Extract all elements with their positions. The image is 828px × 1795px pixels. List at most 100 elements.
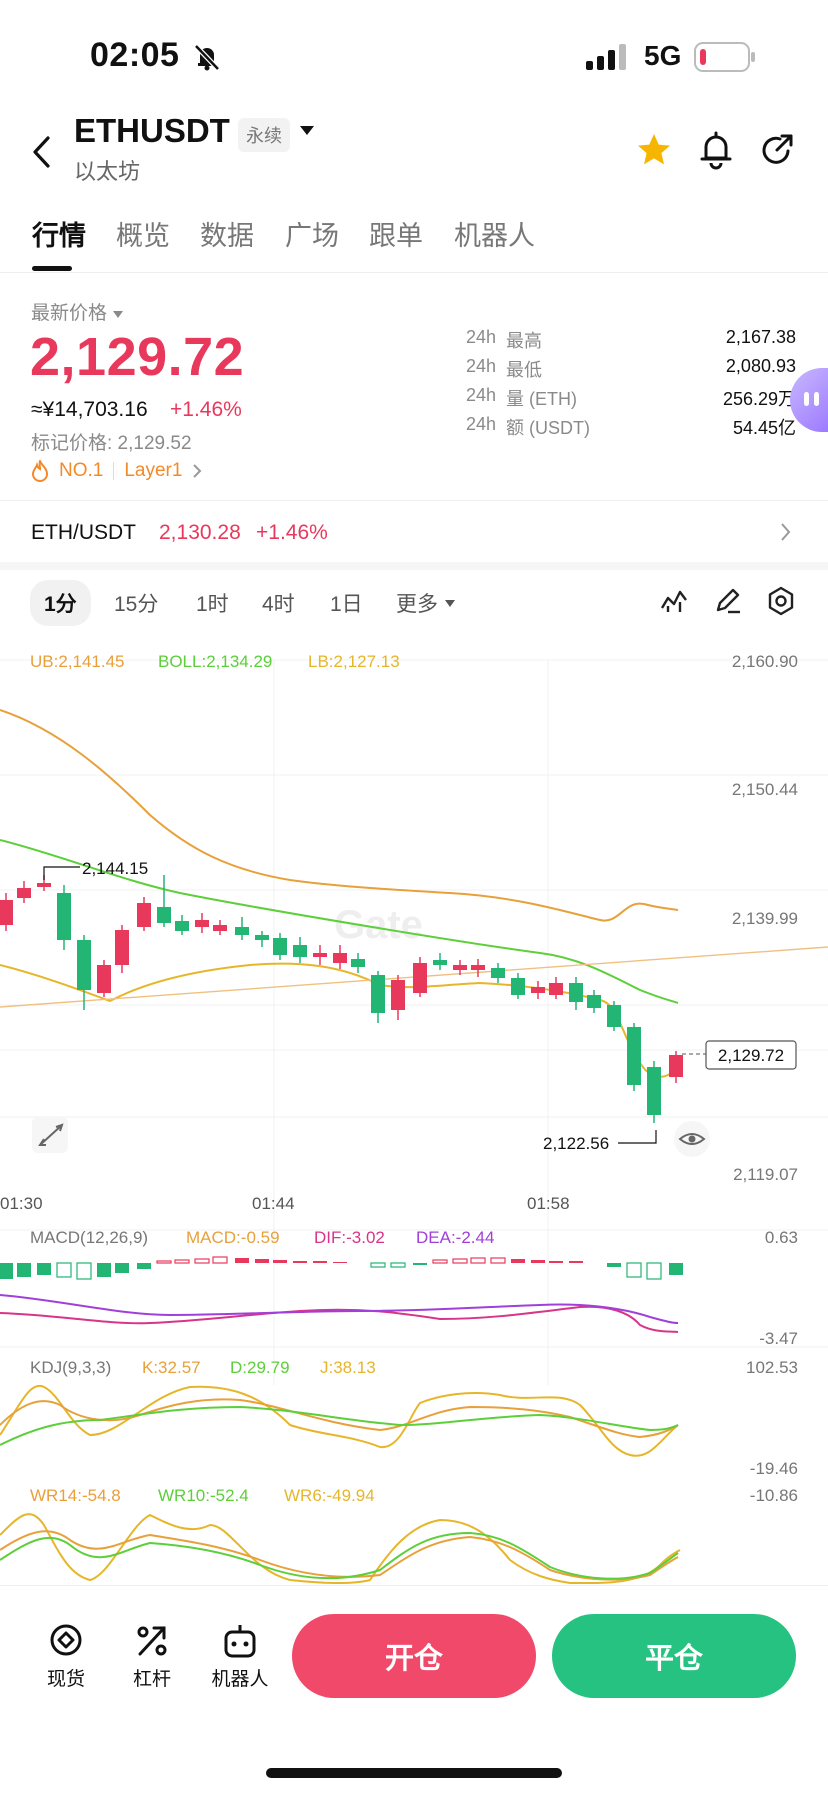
- draw-pen-icon[interactable]: [714, 586, 742, 614]
- tab-copy-trade[interactable]: 跟单: [369, 221, 423, 251]
- wr6-value: WR6:-49.94: [284, 1486, 375, 1505]
- tab-bots[interactable]: 机器人: [454, 221, 535, 251]
- boll-ub-line: [0, 709, 679, 922]
- mark-price: 标记价格: 2,129.52: [31, 433, 192, 454]
- candle-body: [627, 1027, 641, 1085]
- network-label: 5G: [644, 40, 682, 71]
- macd-bar: [76, 1262, 92, 1280]
- status-time: 02:05: [90, 36, 180, 74]
- dea-line: [0, 1294, 679, 1324]
- macd-bar: [115, 1263, 129, 1273]
- interval-1m[interactable]: 1分: [30, 580, 91, 626]
- candle-body: [137, 903, 151, 927]
- d-value: D:29.79: [230, 1358, 290, 1377]
- y-tick: 2,150.44: [732, 780, 798, 799]
- kline-chart[interactable]: Gate UB:2,141.45 BOLL:2,134.29 LB:2,127.…: [0, 635, 828, 1585]
- settings-icon[interactable]: [766, 586, 796, 616]
- robot-icon[interactable]: [202, 1622, 278, 1662]
- current-price-tag-text: 2,129.72: [718, 1046, 784, 1065]
- tab-square[interactable]: 广场: [285, 221, 339, 251]
- last-price-label[interactable]: 最新价格: [31, 298, 124, 325]
- rank-row[interactable]: NO.1 Layer1: [31, 460, 202, 482]
- interval-1d[interactable]: 1日: [330, 593, 363, 616]
- tab-market[interactable]: 行情: [32, 221, 86, 251]
- candle-body: [175, 921, 189, 931]
- macd-bar: [333, 1262, 347, 1263]
- open-position-button[interactable]: 开仓: [292, 1614, 536, 1698]
- candle-body: [391, 980, 405, 1010]
- eye-icon[interactable]: [674, 1121, 710, 1157]
- tab-data[interactable]: 数据: [200, 221, 254, 251]
- category-label: Layer1: [124, 460, 183, 481]
- spot-label[interactable]: 现货: [46, 1669, 85, 1690]
- back-icon[interactable]: [30, 134, 54, 170]
- macd-bar: [646, 1262, 662, 1280]
- candle-body: [413, 963, 427, 993]
- divider: [113, 462, 115, 480]
- caret-down-icon: [113, 311, 124, 318]
- close-position-button[interactable]: 平仓: [552, 1614, 796, 1698]
- macd-bar: [37, 1263, 51, 1275]
- share-icon[interactable]: [760, 132, 796, 168]
- x-tick: 01:58: [527, 1194, 570, 1213]
- macd-bar: [212, 1256, 228, 1264]
- interval-4h[interactable]: 4时: [262, 593, 295, 616]
- candle-body: [531, 987, 545, 993]
- candle-body: [491, 968, 505, 978]
- favorite-star-icon[interactable]: [636, 132, 672, 168]
- robot-label[interactable]: 机器人: [211, 1669, 269, 1690]
- fullscreen-icon[interactable]: [32, 1117, 68, 1153]
- tab-overview[interactable]: 概览: [116, 221, 170, 251]
- section-gap: [0, 562, 828, 570]
- k-value: K:32.57: [142, 1358, 201, 1377]
- candle-body: [57, 893, 71, 940]
- spot-icon[interactable]: [28, 1622, 104, 1662]
- leverage-icon[interactable]: [114, 1622, 190, 1662]
- macd-value: MACD:-0.59: [186, 1228, 280, 1247]
- candle-body: [351, 959, 365, 967]
- bell-muted-icon: [194, 44, 220, 71]
- macd-histogram: [0, 1256, 683, 1280]
- candles: [0, 875, 683, 1123]
- alert-bell-icon[interactable]: [698, 130, 734, 170]
- watermark: Gate: [334, 903, 423, 947]
- kdj-axis-max: 102.53: [746, 1358, 798, 1377]
- caret-down-icon[interactable]: [298, 124, 316, 138]
- high-marker-line: [43, 866, 80, 880]
- candle-body: [569, 983, 583, 1002]
- indicator-icon[interactable]: [660, 588, 688, 614]
- macd-bar: [174, 1259, 190, 1264]
- signal-icon: [586, 44, 626, 70]
- candle-body: [647, 1067, 661, 1115]
- candle-body: [235, 927, 249, 935]
- wr10-line: [0, 1531, 679, 1580]
- candle-body: [433, 960, 447, 965]
- wr10-value: WR10:-52.4: [158, 1486, 249, 1505]
- macd-bar: [273, 1260, 287, 1263]
- floating-assistant-bubble[interactable]: [790, 368, 828, 432]
- macd-bar: [470, 1257, 486, 1264]
- macd-bar: [370, 1262, 386, 1268]
- candle-body: [511, 978, 525, 995]
- interval-more[interactable]: 更多: [396, 588, 456, 618]
- candle-body: [273, 938, 287, 955]
- macd-axis-min: -3.47: [759, 1329, 798, 1348]
- interval-15m[interactable]: 15分: [114, 593, 159, 616]
- asset-name: 以太坊: [74, 159, 141, 184]
- candle-body: [97, 965, 111, 993]
- spot-price: 2,130.28: [159, 521, 241, 544]
- macd-bar: [56, 1262, 72, 1278]
- home-indicator: [266, 1768, 562, 1778]
- high-label: 2,144.15: [82, 859, 148, 878]
- leverage-label[interactable]: 杠杆: [132, 1669, 171, 1690]
- low-marker-line: [618, 1130, 657, 1144]
- candle-body: [17, 888, 31, 898]
- candle-body: [607, 1005, 621, 1027]
- spot-pair[interactable]: ETH/USDT: [31, 521, 136, 544]
- chevron-right-icon[interactable]: [780, 522, 792, 542]
- interval-1h[interactable]: 1时: [196, 593, 229, 616]
- macd-bar: [313, 1261, 327, 1263]
- symbol-title[interactable]: ETHUSDT: [74, 112, 230, 149]
- macd-bar: [626, 1262, 642, 1278]
- candle-body: [157, 907, 171, 923]
